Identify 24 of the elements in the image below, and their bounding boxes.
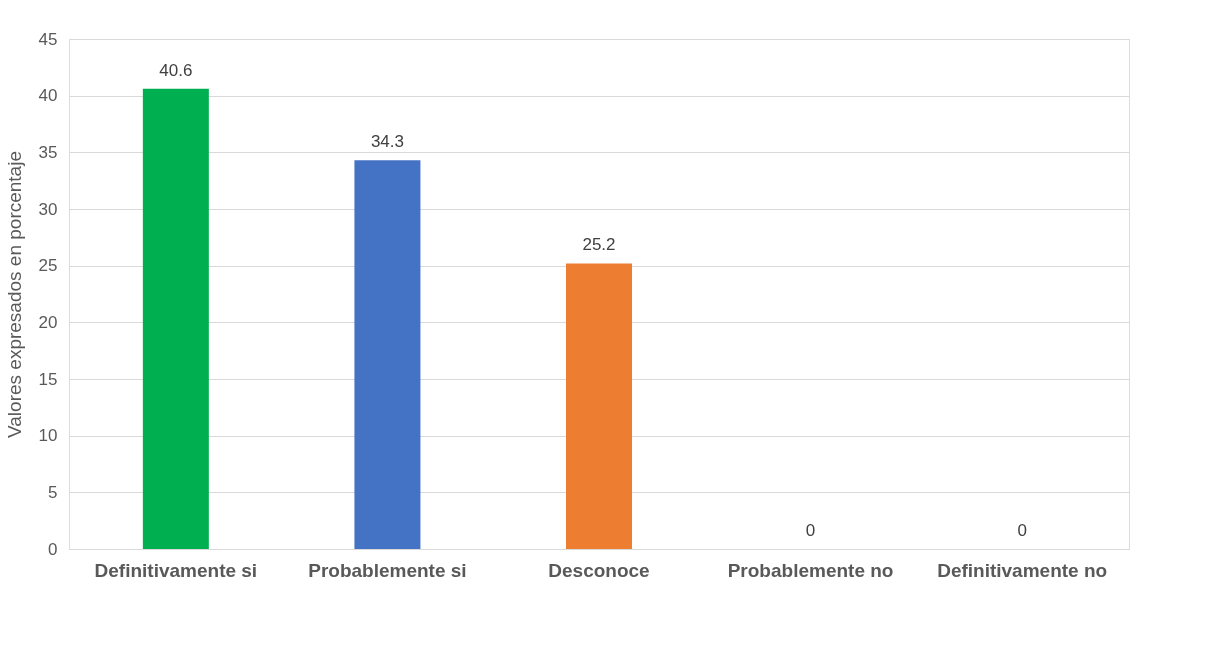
- y-tick-label: 35: [38, 142, 58, 162]
- y-tick-label: 10: [38, 426, 58, 446]
- y-tick-label: 30: [38, 199, 58, 219]
- y-axis-title: Valores expresados en porcentaje: [3, 151, 25, 438]
- data-label: 34.3: [370, 132, 404, 152]
- x-tick-label: Desconoce: [548, 559, 650, 581]
- y-tick-label: 5: [48, 482, 58, 502]
- y-tick-label: 0: [48, 539, 58, 559]
- bar: [142, 88, 209, 549]
- x-tick-label: Probablemente no: [727, 559, 894, 581]
- x-tick-label: Probablemente si: [308, 559, 467, 581]
- data-label: 0: [805, 521, 816, 540]
- y-tick-label: 25: [38, 256, 58, 276]
- bar: [566, 263, 632, 549]
- x-tick-label: Definitivamente si: [94, 559, 258, 581]
- data-label: 0: [1017, 521, 1027, 540]
- y-tick-label: 15: [38, 369, 58, 389]
- x-tick-label: Definitivamente no: [937, 559, 1108, 581]
- bar: [354, 160, 421, 549]
- data-label: 25.2: [582, 235, 616, 255]
- y-tick-label: 45: [38, 29, 58, 49]
- data-label: 40.6: [159, 60, 193, 80]
- y-tick-label: 40: [38, 86, 58, 106]
- y-tick-label: 20: [38, 312, 58, 332]
